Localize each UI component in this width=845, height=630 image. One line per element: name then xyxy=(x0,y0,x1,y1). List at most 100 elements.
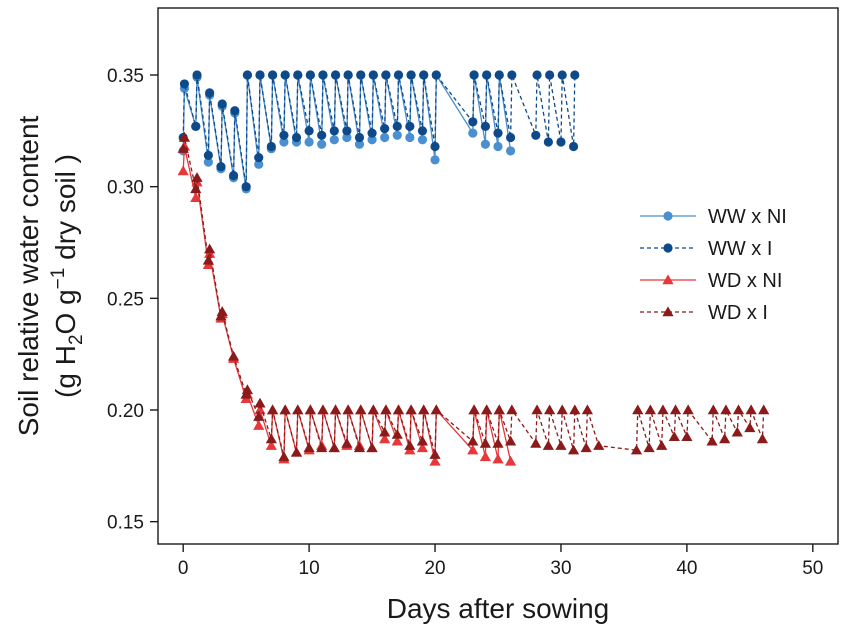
data-point-ww-x-i xyxy=(343,70,353,80)
data-point-ww-x-i xyxy=(291,132,302,143)
data-point-wd-x-i xyxy=(668,431,680,441)
y-tick-label: 0.20 xyxy=(107,401,144,422)
data-point-wd-x-i xyxy=(569,404,581,415)
data-point-ww-x-i xyxy=(367,128,377,138)
data-point-wd-x-i xyxy=(720,404,732,415)
y-axis-title-mid: O g xyxy=(50,289,81,334)
data-point-ww-x-i xyxy=(267,70,278,80)
data-point-ww-x-i xyxy=(330,70,341,80)
data-point-ww-x-i xyxy=(356,70,366,80)
data-point-ww-x-i xyxy=(531,130,541,140)
data-point-ww-x-i xyxy=(191,121,201,131)
data-point-wd-x-ni xyxy=(190,192,202,203)
data-point-ww-x-i xyxy=(505,132,516,143)
data-point-ww-x-ni xyxy=(304,137,314,147)
data-point-ww-x-i xyxy=(570,70,580,80)
data-point-ww-x-i xyxy=(279,130,289,140)
series-wd-x-i xyxy=(177,131,770,462)
data-point-ww-x-i xyxy=(230,106,240,116)
data-point-ww-x-i xyxy=(304,126,314,136)
data-point-wd-x-i xyxy=(429,449,441,459)
legend-item-wd-x-i: WD x I xyxy=(640,302,768,324)
data-point-wd-x-ni xyxy=(492,453,504,464)
series-wd-x-ni xyxy=(177,140,517,466)
data-point-ww-x-i xyxy=(228,170,239,181)
data-point-ww-x-i xyxy=(568,141,579,152)
data-point-ww-x-i xyxy=(242,70,253,80)
data-point-wd-x-i xyxy=(317,404,329,415)
data-point-wd-x-ni xyxy=(253,420,265,430)
data-point-ww-x-i xyxy=(216,161,226,172)
data-point-wd-x-i xyxy=(682,404,694,415)
data-point-wd-x-i xyxy=(657,404,669,415)
data-point-ww-x-i xyxy=(217,99,227,109)
data-point-wd-x-i xyxy=(391,428,403,439)
data-point-wd-x-i xyxy=(191,172,203,182)
data-point-wd-x-i xyxy=(329,404,342,415)
data-point-wd-x-i xyxy=(630,444,643,455)
data-point-ww-x-i xyxy=(556,137,566,147)
legend-marker xyxy=(662,306,674,317)
data-point-ww-x-ni xyxy=(342,132,352,143)
data-point-ww-x-i xyxy=(354,132,365,143)
data-point-ww-x-ni xyxy=(505,146,516,156)
data-point-wd-x-i xyxy=(731,426,743,437)
data-point-ww-x-i xyxy=(179,79,190,89)
data-point-ww-x-ni xyxy=(203,157,213,167)
legend-item-ww-x-ni: WW x NI xyxy=(640,206,787,228)
data-point-wd-x-i xyxy=(581,404,594,415)
data-point-wd-x-i xyxy=(177,143,189,153)
data-point-wd-x-i xyxy=(405,404,417,415)
data-point-wd-x-i xyxy=(479,437,492,448)
data-point-wd-x-i xyxy=(278,451,290,462)
y-tick-label: 0.25 xyxy=(107,289,144,310)
data-point-wd-x-i xyxy=(204,243,216,254)
data-point-ww-x-i xyxy=(493,128,503,138)
data-point-wd-x-i xyxy=(292,404,304,415)
data-point-wd-x-i xyxy=(418,404,430,415)
x-tick-label: 0 xyxy=(178,558,189,579)
data-point-ww-x-i xyxy=(431,70,441,80)
data-point-wd-x-i xyxy=(643,442,655,453)
data-point-wd-x-i xyxy=(328,442,340,453)
data-point-wd-x-i xyxy=(744,422,756,433)
data-point-wd-x-i xyxy=(279,404,291,415)
data-point-wd-x-i xyxy=(253,411,265,421)
data-point-ww-x-ni xyxy=(380,132,390,143)
data-point-ww-x-ni xyxy=(354,139,365,149)
data-point-wd-x-i xyxy=(290,446,303,457)
data-point-ww-x-ni xyxy=(430,155,440,165)
data-point-wd-x-i xyxy=(266,404,279,415)
x-tick-label: 50 xyxy=(802,558,823,579)
data-point-ww-x-i xyxy=(368,70,378,80)
data-point-ww-x-ni xyxy=(392,130,402,140)
data-point-wd-x-i xyxy=(504,435,517,446)
data-point-ww-x-ni xyxy=(417,135,428,145)
data-point-ww-x-ni xyxy=(367,135,377,145)
data-point-ww-x-i xyxy=(430,141,440,152)
data-point-ww-x-ni xyxy=(317,139,327,149)
series-line-wd-x-i xyxy=(182,137,765,458)
data-point-wd-x-ni xyxy=(265,440,277,450)
data-point-wd-x-ni xyxy=(391,435,403,446)
legend-label: WW x I xyxy=(708,238,772,260)
data-point-ww-x-i xyxy=(417,126,428,136)
x-tick-label: 10 xyxy=(299,558,320,579)
data-point-wd-x-i xyxy=(241,384,254,395)
data-point-wd-x-ni xyxy=(177,165,189,176)
data-point-wd-x-i xyxy=(341,437,353,448)
data-point-ww-x-i xyxy=(507,70,517,80)
data-point-ww-x-i xyxy=(393,70,404,80)
data-point-wd-x-i xyxy=(732,404,745,415)
legend-item-wd-x-ni: WD x NI xyxy=(640,270,782,292)
data-point-wd-x-i xyxy=(567,444,580,455)
data-point-wd-x-i xyxy=(745,404,757,415)
data-point-wd-x-i xyxy=(756,433,769,444)
data-point-wd-x-i xyxy=(254,397,266,408)
legend-item-ww-x-i: WW x I xyxy=(640,238,772,260)
data-point-wd-x-i xyxy=(481,404,493,415)
data-point-wd-x-i xyxy=(644,404,656,415)
data-point-wd-x-i xyxy=(178,131,191,142)
data-point-wd-x-i xyxy=(706,435,718,446)
